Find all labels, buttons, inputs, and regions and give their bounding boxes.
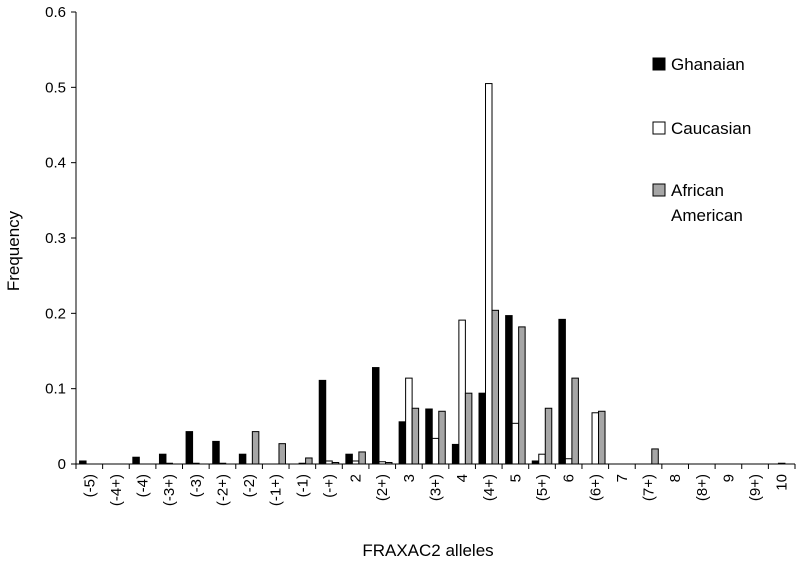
bar-african-american-2 [358,451,366,465]
y-tick-label: 0.6 [45,4,66,21]
bar-ghanaian-4 [451,443,460,465]
y-tick-label: 0.4 [45,155,66,172]
bar-ghanaian-6 [558,318,566,465]
legend-label-ghanaian: Ghanaian [671,55,745,74]
bar-caucasian-6 [591,412,600,465]
y-axis-title: Frequency [4,210,23,291]
bar-caucasian-3 [405,377,413,465]
legend-label-african-line1: African [671,181,724,200]
bar-caucasian-6 [564,458,573,465]
y-tick-label: 0.1 [45,381,66,398]
bar-ghanaian-5 [505,315,513,465]
x-axis-ticks: (-5) (-4+) (-4) (-3+) (-3) (-2+) (-2) (-1+) (-1)… [75,464,796,506]
x-axis-title: FRAXAC2 alleles [362,541,493,560]
x-tick-label: 6 [561,474,578,482]
axes [75,12,795,465]
bar-african-american-2 [251,431,260,465]
bar-caucasian-5 [511,422,520,465]
bar-ghanaian-2 [238,453,247,465]
x-tick-label: (-4+) [108,474,125,506]
y-axis-ticks: 0 0.1 0.2 0.3 0.4 0.5 0.6 [45,4,76,473]
bar-african-american-3 [438,410,446,465]
x-tick-label: 8 [667,474,684,482]
x-tick-label: (7+) [641,474,658,501]
x-tick-label: (3+) [428,474,445,501]
bar-african-american-4 [491,309,500,465]
bar-african-american-6 [598,410,606,465]
x-tick-label: 10 [774,474,791,491]
bar-ghanaian-4 [132,456,140,465]
bar-caucasian-3 [431,437,440,465]
bar-african-american-6 [571,377,579,465]
x-tick-label: (-1+) [268,474,285,506]
legend-label-caucasian: Caucasian [671,119,751,138]
x-tick-label: (-3) [188,474,205,497]
bar-ghanaian-2 [371,367,380,465]
x-tick-label: 5 [507,474,524,482]
bar-ghanaian-3 [185,431,194,465]
x-tick-label: 9 [720,474,737,482]
y-tick-label: 0.3 [45,230,66,247]
legend-swatch-caucasian [652,121,666,135]
bar-ghanaian-3 [158,453,167,465]
x-tick-label: 3 [401,474,418,482]
x-tick-label: (-3+) [161,474,178,506]
x-tick-label: (5+) [534,474,551,501]
bar-caucasian-4 [458,319,466,465]
x-tick-label: (2+) [374,474,391,501]
bar-african-american-1 [278,443,286,465]
x-tick-label: (-4) [135,474,152,497]
bar-caucasian-5 [538,453,546,465]
bar-ghanaian-2 [345,453,353,465]
bar-african-american-7 [651,448,659,465]
x-tick-label: (6+) [587,474,604,501]
bar-ghanaian-2 [212,440,220,465]
legend-swatch-ghanaian [652,57,666,71]
x-tick-label: (9+) [747,474,764,501]
bar-african-american-5 [518,326,526,465]
bar-african-american-5 [544,407,553,465]
x-tick-label: (-2+) [214,474,231,506]
bars-group [79,83,786,465]
y-tick-label: 0 [58,456,66,473]
x-tick-label: 4 [454,474,471,482]
y-tick-label: 0.2 [45,305,66,322]
legend: Ghanaian Caucasian African American [652,55,751,225]
legend-swatch-african-american [652,183,666,197]
x-tick-label: 2 [348,474,365,482]
x-tick-label: (-+) [321,474,338,498]
x-tick-label: (-5) [81,474,98,497]
x-tick-label: 7 [614,474,631,482]
bar-caucasian-4 [485,83,493,465]
bar-african-american-3 [411,407,420,465]
bar-ghanaian- [318,379,327,465]
bar-african-american-4 [464,392,473,465]
bar-ghanaian-3 [398,421,407,465]
x-tick-label: (8+) [694,474,711,501]
legend-label-african-line2: American [671,206,743,225]
x-tick-label: (-1) [294,474,311,497]
bar-ghanaian-4 [478,392,487,465]
x-tick-label: (-2) [241,474,258,497]
y-tick-label: 0.5 [45,79,66,96]
bar-african-american-1 [305,457,313,465]
x-tick-label: (4+) [481,474,498,501]
bar-ghanaian-3 [425,408,433,465]
